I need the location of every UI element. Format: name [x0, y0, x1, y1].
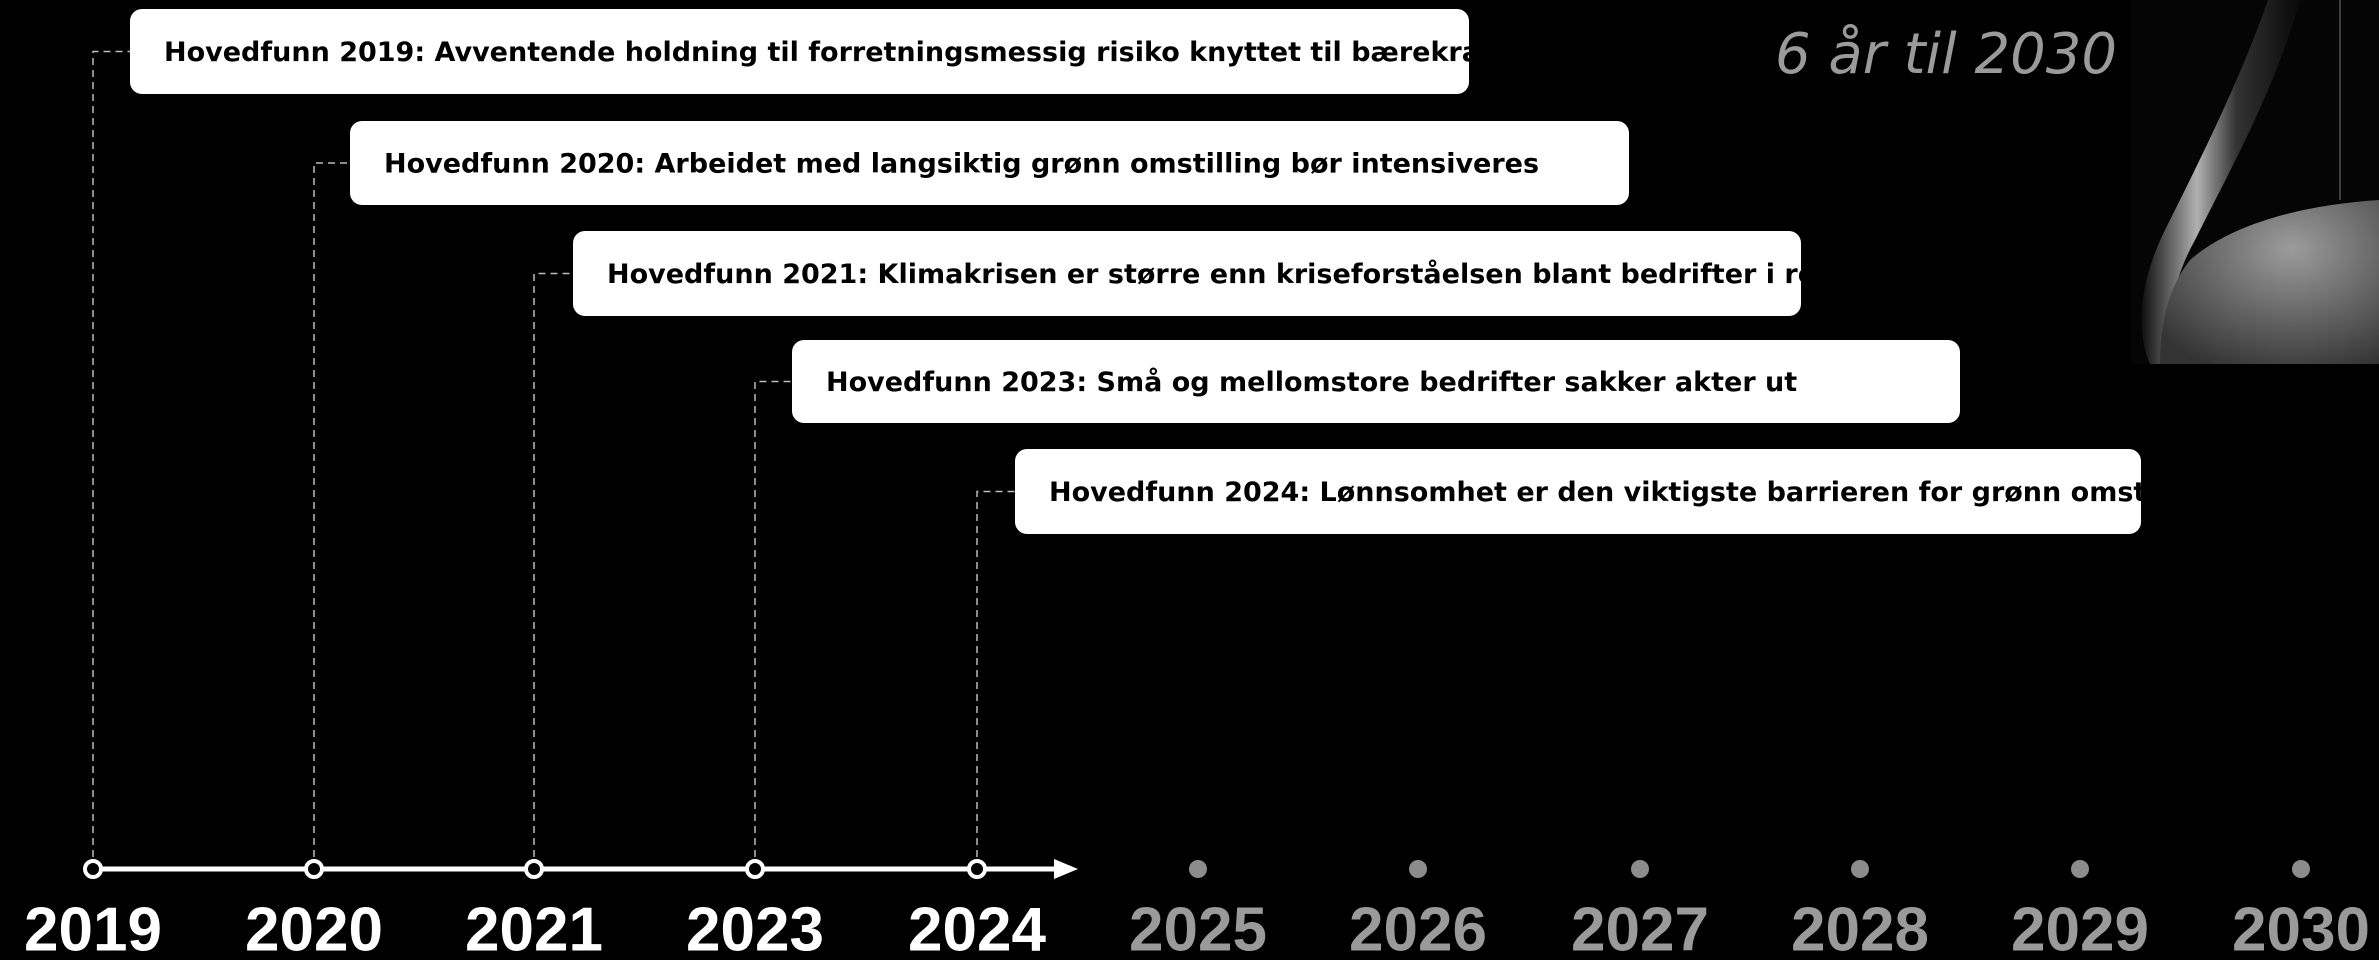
headline: 6 år til 2030 — [1775, 22, 2117, 87]
year-label: 2027 — [1571, 895, 1709, 960]
finding-text: Hovedfunn 2023: Små og mellomstore bedri… — [826, 366, 1797, 398]
year-dot — [1409, 860, 1427, 878]
year-label: 2019 — [24, 895, 162, 960]
connector — [755, 382, 792, 870]
year-dot — [2292, 860, 2310, 878]
connector — [93, 52, 130, 870]
finding-text: Hovedfunn 2024: Lønnsomhet er den viktig… — [1049, 477, 2222, 508]
year-dot — [1851, 860, 1869, 878]
finding-text: Hovedfunn 2020: Arbeidet med langsiktig … — [384, 149, 1539, 180]
year-label: 2026 — [1349, 895, 1487, 960]
year-node — [747, 861, 763, 877]
year-label: 2020 — [245, 895, 383, 960]
year-node — [85, 861, 101, 877]
year-label: 2029 — [2011, 895, 2149, 960]
finding-text: Hovedfunn 2021: Klimakrisen er større en… — [607, 258, 1920, 290]
year-label: 2030 — [2232, 895, 2370, 960]
year-label: 2025 — [1129, 895, 1267, 960]
year-dot — [1631, 860, 1649, 878]
year-node — [526, 861, 542, 877]
year-label: 2028 — [1791, 895, 1929, 960]
connector — [977, 492, 1015, 870]
connector — [534, 274, 573, 870]
timeline-arrow — [1054, 859, 1078, 879]
year-label: 2024 — [908, 895, 1046, 960]
hourglass-image — [2131, 0, 2379, 364]
year-dot — [1189, 860, 1207, 878]
year-node — [306, 861, 322, 877]
connector — [314, 163, 350, 869]
finding-text: Hovedfunn 2019: Avventende holdning til … — [164, 37, 1505, 68]
year-node — [969, 861, 985, 877]
timeline-page: 6 år til 2030 Hovedfunn 2019: Avventende… — [0, 0, 2379, 960]
year-label: 2023 — [686, 895, 824, 960]
year-label: 2021 — [465, 895, 603, 960]
year-dot — [2071, 860, 2089, 878]
